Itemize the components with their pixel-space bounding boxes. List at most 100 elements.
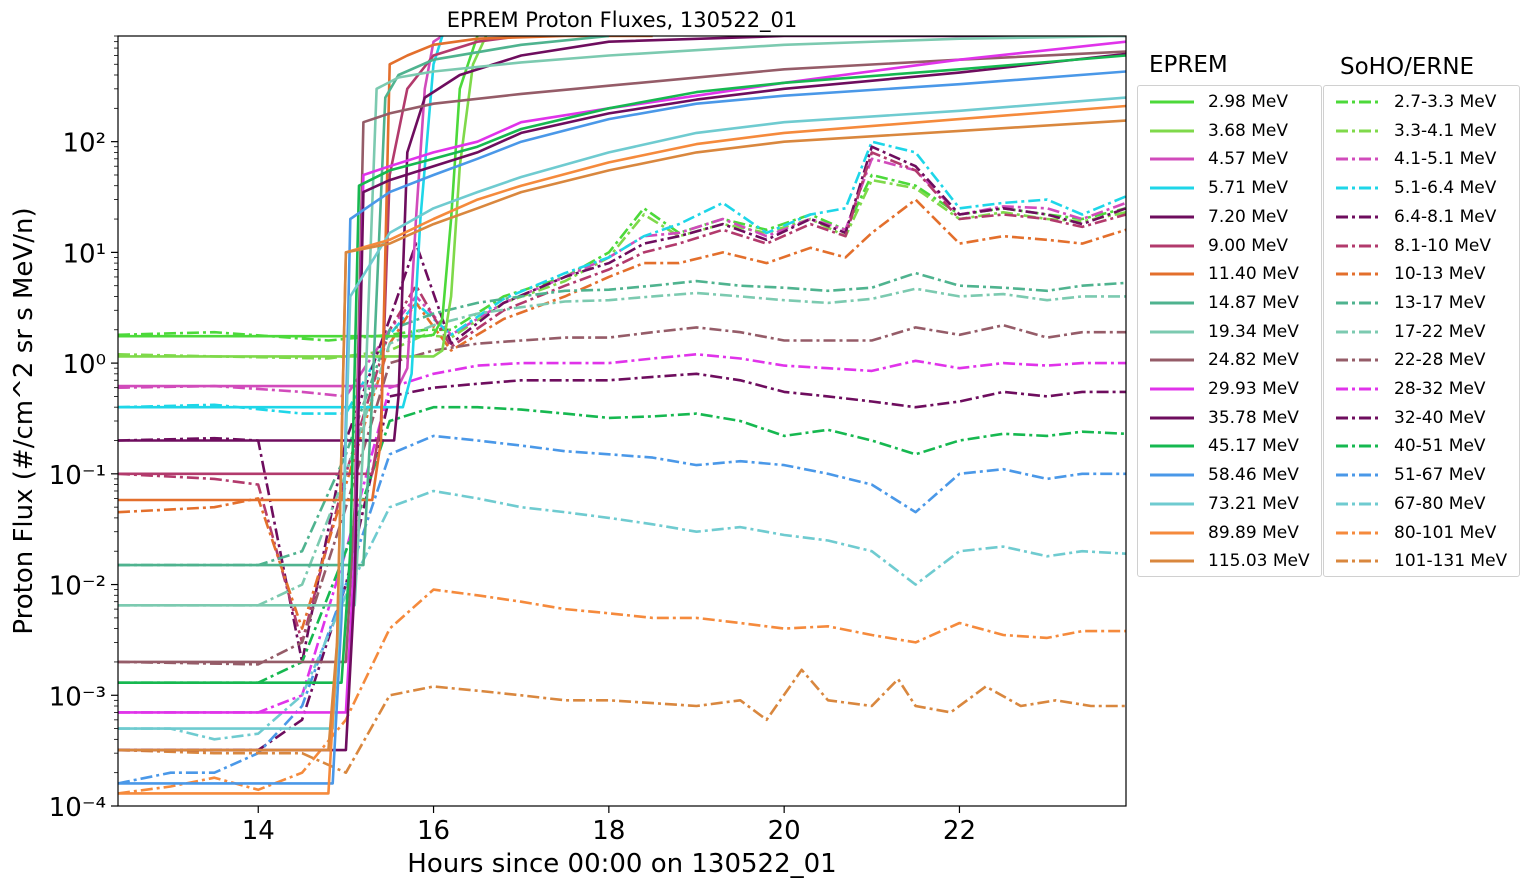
eprem-legend-item: 29.93 MeV xyxy=(1138,375,1299,403)
erne-legend-item: 6.4-8.1 MeV xyxy=(1324,203,1496,231)
eprem-legend-swatch xyxy=(1150,129,1194,133)
eprem-legend-swatch xyxy=(1150,244,1194,248)
erne-series-line xyxy=(118,151,1126,644)
eprem-series-line xyxy=(118,36,1126,607)
eprem-series-line xyxy=(118,36,479,338)
eprem-legend-item: 35.78 MeV xyxy=(1138,404,1299,432)
erne-series-line xyxy=(118,588,1126,795)
axes-frame xyxy=(117,35,1127,807)
erne-legend-swatch xyxy=(1336,215,1380,219)
eprem-series-line xyxy=(118,36,1126,442)
eprem-legend-item: 45.17 MeV xyxy=(1138,432,1299,460)
eprem-series-line xyxy=(118,96,1126,730)
y-tick-label: 10⁻² xyxy=(49,572,106,602)
eprem-legend-label: 35.78 MeV xyxy=(1208,407,1299,428)
eprem-legend-swatch xyxy=(1150,387,1194,391)
eprem-series-line xyxy=(118,36,444,409)
erne-legend-item: 51-67 MeV xyxy=(1324,461,1486,489)
erne-legend-swatch xyxy=(1336,559,1380,563)
erne-legend-swatch xyxy=(1336,100,1380,104)
eprem-legend-item: 58.46 MeV xyxy=(1138,461,1299,489)
erne-legend-label: 8.1-10 MeV xyxy=(1394,235,1491,256)
eprem-series-line xyxy=(118,36,610,567)
eprem-legend-swatch xyxy=(1150,330,1194,334)
erne-legend-label: 17-22 MeV xyxy=(1394,321,1486,342)
erne-legend-item: 28-32 MeV xyxy=(1324,375,1486,403)
eprem-series-line xyxy=(118,36,653,502)
erne-series-line xyxy=(118,323,1126,666)
erne-series-line xyxy=(118,173,1126,342)
erne-legend-item: 3.3-4.1 MeV xyxy=(1324,117,1496,145)
erne-legend-swatch xyxy=(1336,444,1380,448)
eprem-series-line xyxy=(118,70,1126,785)
eprem-legend-item: 19.34 MeV xyxy=(1138,318,1299,346)
eprem-legend-swatch xyxy=(1150,531,1194,535)
eprem-legend-item: 5.71 MeV xyxy=(1138,174,1288,202)
erne-legend-swatch xyxy=(1336,473,1380,477)
erne-legend-label: 67-80 MeV xyxy=(1394,493,1486,514)
erne-series-line xyxy=(118,405,1126,685)
erne-legend-item: 17-22 MeV xyxy=(1324,318,1486,346)
erne-series-line xyxy=(118,140,1126,415)
erne-legend-label: 5.1-6.4 MeV xyxy=(1394,178,1497,199)
chart-title: EPREM Proton Fluxes, 130522_01 xyxy=(447,8,798,33)
legend-eprem-title: EPREM xyxy=(1149,52,1228,78)
eprem-legend-swatch xyxy=(1150,272,1194,276)
erne-legend-label: 3.3-4.1 MeV xyxy=(1394,120,1497,141)
eprem-legend-swatch xyxy=(1150,215,1194,219)
erne-legend-label: 13-17 MeV xyxy=(1394,292,1486,313)
eprem-legend-label: 9.00 MeV xyxy=(1208,235,1289,256)
erne-legend-swatch xyxy=(1336,330,1380,334)
eprem-legend-swatch xyxy=(1150,157,1194,161)
erne-legend-swatch xyxy=(1336,416,1380,420)
eprem-legend-label: 3.68 MeV xyxy=(1208,120,1289,141)
erne-series-line xyxy=(118,271,1126,567)
eprem-series-line xyxy=(118,52,1126,752)
erne-legend-label: 80-101 MeV xyxy=(1394,522,1497,543)
eprem-legend-swatch xyxy=(1150,100,1194,104)
erne-legend-item: 22-28 MeV xyxy=(1324,346,1486,374)
erne-legend-label: 51-67 MeV xyxy=(1394,465,1486,486)
eprem-legend-label: 89.89 MeV xyxy=(1208,522,1299,543)
eprem-legend-item: 2.98 MeV xyxy=(1138,88,1288,116)
erne-legend-item: 101-131 MeV xyxy=(1324,547,1507,575)
x-tick-label: 16 xyxy=(417,816,450,846)
erne-series-line xyxy=(118,434,1126,785)
erne-legend-item: 32-40 MeV xyxy=(1324,404,1486,432)
erne-legend-item: 67-80 MeV xyxy=(1324,490,1486,518)
erne-legend-label: 2.7-3.3 MeV xyxy=(1394,92,1497,112)
x-tick-label: 20 xyxy=(768,816,801,846)
eprem-legend-item: 73.21 MeV xyxy=(1138,490,1299,518)
eprem-legend-label: 7.20 MeV xyxy=(1208,206,1289,227)
erne-series-line xyxy=(118,489,1126,741)
eprem-legend-item: 9.00 MeV xyxy=(1138,232,1288,260)
erne-legend-label: 6.4-8.1 MeV xyxy=(1394,206,1497,227)
erne-legend-item: 40-51 MeV xyxy=(1324,432,1486,460)
eprem-legend-swatch xyxy=(1150,559,1194,563)
erne-legend-swatch xyxy=(1336,358,1380,362)
eprem-legend-label: 11.40 MeV xyxy=(1208,264,1299,285)
eprem-legend-item: 3.68 MeV xyxy=(1138,117,1288,145)
eprem-legend-swatch xyxy=(1150,358,1194,362)
eprem-legend-item: 115.03 MeV xyxy=(1138,547,1310,575)
erne-series-line xyxy=(118,287,1126,607)
eprem-legend-item: 89.89 MeV xyxy=(1138,519,1299,547)
y-axis-label: Proton Flux (#/cm^2 sr s MeV/n) xyxy=(9,207,39,634)
erne-legend-swatch xyxy=(1336,157,1380,161)
x-tick-label: 14 xyxy=(242,816,275,846)
eprem-legend-label: 73.21 MeV xyxy=(1208,493,1299,514)
eprem-legend-swatch xyxy=(1150,502,1194,506)
erne-legend-swatch xyxy=(1336,387,1380,391)
eprem-legend-label: 24.82 MeV xyxy=(1208,350,1299,371)
erne-series-line xyxy=(118,198,1126,630)
erne-legend-item: 80-101 MeV xyxy=(1324,519,1496,547)
x-tick-label: 22 xyxy=(943,816,976,846)
erne-legend-item: 5.1-6.4 MeV xyxy=(1324,174,1496,202)
erne-legend-item: 2.7-3.3 MeV xyxy=(1324,88,1496,116)
eprem-legend-item: 14.87 MeV xyxy=(1138,289,1299,317)
erne-legend-label: 10-13 MeV xyxy=(1394,264,1486,285)
x-tick-label: 18 xyxy=(592,816,625,846)
erne-legend-item: 8.1-10 MeV xyxy=(1324,232,1491,260)
erne-legend-swatch xyxy=(1336,244,1380,248)
y-tick-label: 10⁻⁴ xyxy=(49,793,106,823)
